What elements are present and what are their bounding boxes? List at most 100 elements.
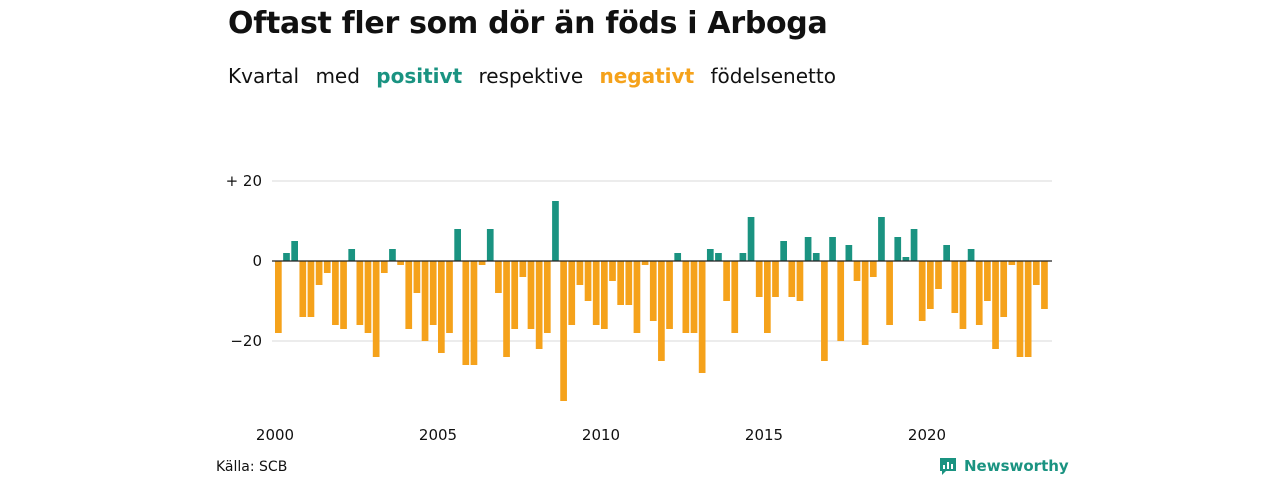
bar [918,261,926,321]
bar [878,217,885,261]
bar [275,261,282,333]
bar [927,261,934,309]
bar [519,261,527,277]
bar [886,261,893,325]
bar [617,261,624,305]
brand-name: Newsworthy [964,457,1069,475]
bar [992,261,999,349]
bar [283,253,290,261]
bar [307,261,315,317]
bar [682,261,690,333]
bar [861,261,869,345]
bar [372,261,380,357]
bar [902,257,910,261]
subtitle-word-birth-net: födelsenetto [710,64,836,88]
bar [462,261,470,365]
bar [486,229,494,261]
bar [780,241,787,261]
bar [633,261,641,333]
bar [772,261,779,297]
y-tick-label: −20 [230,332,262,350]
subtitle-word-quarter: Kvartal [228,64,300,88]
bar [910,229,918,261]
bar [706,249,714,261]
bar [413,261,421,293]
y-tick-label: 0 [252,252,262,270]
bar [690,261,698,333]
chart-subtitle: Kvartal med positivt respektive negativt… [228,64,846,88]
x-tick-label: 2015 [745,426,783,444]
bar [951,261,959,313]
bar [340,261,347,329]
bar [511,261,519,329]
subtitle-word-respectively: respektive [478,64,584,88]
bar [821,261,828,361]
bar [429,261,437,325]
bar [698,261,706,373]
bar [935,261,942,289]
bar [560,261,567,401]
x-tick-label: 2005 [419,426,457,444]
bar [804,237,812,261]
bar [1024,261,1032,357]
bar [731,261,739,333]
axis-labels: + 20 0 −20 2000 2005 2010 2015 2020 [226,172,947,444]
bar [625,261,633,305]
bar [1008,261,1016,265]
bar [967,249,975,261]
bar [747,217,755,261]
bar [715,253,722,261]
bar [364,261,372,333]
bar [323,261,331,273]
bar [609,261,616,281]
bar [601,261,608,329]
subtitle-positive-label: positivt [376,64,463,88]
bar [454,229,461,261]
bar [1041,261,1048,309]
bar [397,261,404,265]
bar [332,261,339,325]
bar [943,245,950,261]
bar [389,249,396,261]
bar [535,261,543,349]
bar [829,237,836,261]
bar [658,261,665,361]
bar [356,261,364,325]
bar [739,253,747,261]
bar [315,261,323,285]
bar [812,253,820,261]
bar [755,261,763,297]
bar [788,261,796,297]
y-tick-label: + 20 [226,172,262,190]
bar [649,261,657,321]
bar [984,261,991,301]
bar [291,241,298,261]
bar [576,261,584,285]
bar [584,261,592,301]
bar [592,261,600,325]
bar [503,261,510,357]
bar [837,261,845,341]
newsworthy-logo-icon [940,458,956,475]
bar [380,261,388,273]
bar [348,249,356,261]
bar [438,261,445,353]
subtitle-negative-label: negativt [599,64,695,88]
bar [845,245,853,261]
bar [723,261,730,301]
bar [764,261,771,333]
bar [543,261,551,333]
bar [666,261,673,329]
bar [1016,261,1024,357]
bar [959,261,967,329]
bar [421,261,429,341]
chart-title: Oftast fler som dör än föds i Arboga [228,6,828,41]
bar [478,261,486,265]
bar [641,261,649,265]
bar [405,261,413,329]
subtitle-word-with: med [315,64,360,88]
bar [796,261,804,301]
bar [894,237,902,261]
bar [299,261,307,317]
